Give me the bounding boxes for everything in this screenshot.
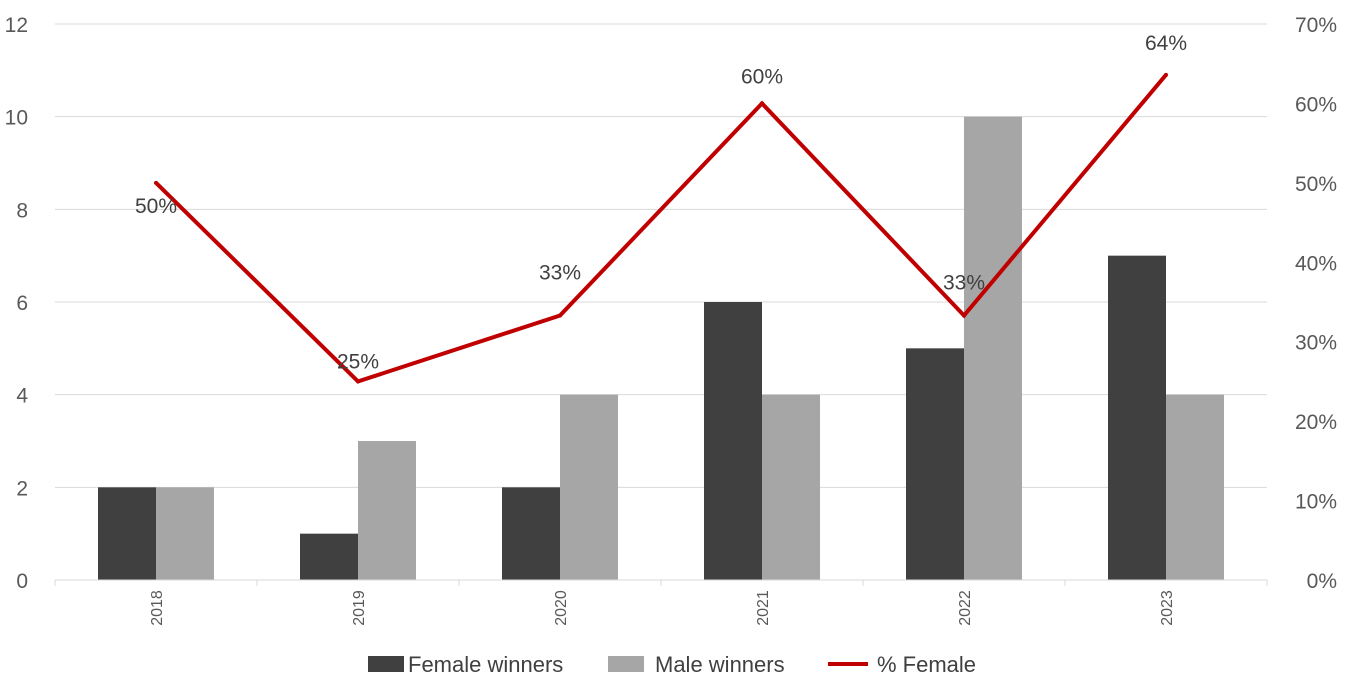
data-label-percent-female: 50% — [135, 195, 177, 218]
legend-swatch-female-winners — [368, 656, 404, 672]
y2-tick-label: 10% — [1295, 491, 1337, 514]
data-label-percent-female: 64% — [1145, 32, 1187, 55]
y2-tick-label: 50% — [1295, 173, 1337, 196]
y2-tick-label: 70% — [1295, 14, 1337, 37]
y2-tick-label: 20% — [1295, 411, 1337, 434]
bar-female-winners — [906, 348, 964, 580]
y2-tick-label: 0% — [1307, 570, 1337, 593]
bar-female-winners — [300, 533, 358, 580]
bars — [98, 116, 1224, 581]
gridlines — [55, 23, 1267, 488]
legend-label-male-winners: Male winners — [655, 652, 785, 677]
x-tick-label: 2018 — [149, 590, 166, 626]
legend-label-percent-female: % Female — [877, 652, 976, 677]
bar-male-winners — [1166, 394, 1224, 580]
y2-tick-label: 60% — [1295, 93, 1337, 116]
y-tick-label: 0 — [16, 570, 28, 593]
data-labels: 50% 25% 33% 60% 33% 64% — [135, 32, 1187, 374]
y-tick-label: 8 — [16, 199, 28, 222]
x-tick-label: 2023 — [1159, 590, 1176, 626]
bar-male-winners — [964, 116, 1022, 581]
point-percent-female — [356, 379, 360, 384]
bar-male-winners — [560, 394, 618, 580]
point-percent-female — [1164, 72, 1168, 77]
bar-female-winners — [98, 487, 156, 580]
bar-male-winners — [358, 441, 416, 580]
data-label-percent-female: 33% — [943, 272, 985, 295]
right-axis: 0% 10% 20% 30% 40% 50% 60% 70% — [1295, 14, 1337, 593]
x-axis: 2018 2019 2020 2021 2022 2023 — [54, 579, 1268, 626]
y-tick-label: 6 — [16, 292, 28, 315]
x-tick-label: 2021 — [755, 590, 772, 626]
bar-female-winners — [502, 487, 560, 580]
legend-label-female-winners: Female winners — [408, 652, 563, 677]
percent-line — [154, 72, 1168, 384]
point-percent-female — [154, 180, 158, 185]
x-tick-label: 2020 — [553, 590, 570, 626]
point-percent-female — [760, 101, 764, 106]
point-percent-female — [558, 313, 562, 318]
bar-male-winners — [156, 487, 214, 580]
y2-tick-label: 30% — [1295, 332, 1337, 355]
y-tick-label: 4 — [16, 385, 28, 408]
legend: Female winners Male winners % Female — [368, 652, 976, 677]
data-label-percent-female: 25% — [337, 350, 379, 373]
point-percent-female — [962, 313, 966, 318]
y-tick-label: 2 — [16, 477, 28, 500]
data-label-percent-female: 33% — [539, 262, 581, 285]
line-percent-female — [154, 73, 1168, 384]
legend-swatch-male-winners — [608, 656, 644, 672]
bar-female-winners — [704, 302, 762, 580]
y2-tick-label: 40% — [1295, 252, 1337, 275]
bar-male-winners — [762, 394, 820, 580]
y-tick-label: 10 — [5, 107, 28, 130]
left-axis: 0 2 4 6 8 10 12 — [5, 14, 29, 593]
bar-female-winners — [1108, 255, 1166, 580]
y-tick-label: 12 — [5, 14, 28, 37]
x-tick-label: 2019 — [351, 590, 368, 626]
x-tick-label: 2022 — [957, 590, 974, 626]
data-label-percent-female: 60% — [741, 65, 783, 88]
